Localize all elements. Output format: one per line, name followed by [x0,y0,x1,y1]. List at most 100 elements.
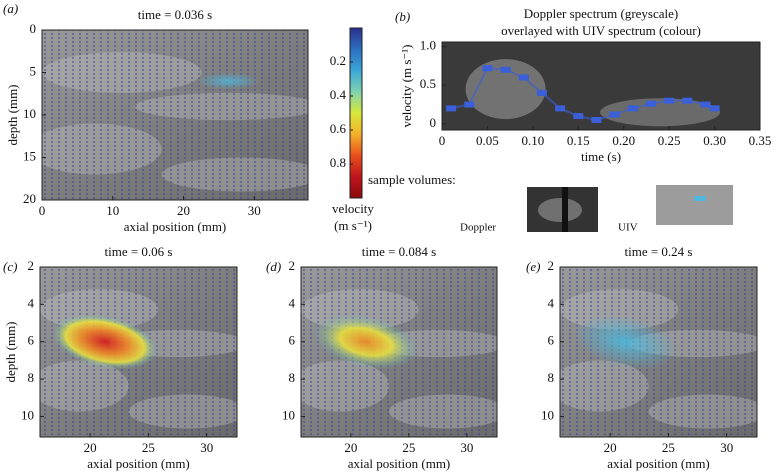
velocity-field [313,314,418,370]
y-axis-label: depth (mm) [3,321,18,382]
y-tick-label: 8 [289,370,296,385]
ultrasound-image [42,30,308,200]
y-tick-label: 10 [23,106,36,121]
colorbar-tick-label: 0.6 [330,121,347,136]
x-tick-label: 0.05 [476,133,499,148]
x-axis-label: time (s) [581,149,621,164]
y-tick-label: 0 [30,21,37,36]
y-tick-label: 1.0 [420,38,436,53]
chart-title: time = 0.084 s [362,244,437,259]
x-tick-label: 25 [142,440,155,455]
colorbar [349,27,363,199]
uiv-point [709,105,720,112]
x-tick-label: 0 [39,203,46,218]
x-tick-label: 0.15 [567,133,590,148]
y-tick-label: 4 [289,295,296,310]
y-tick-label: 10 [21,407,34,422]
y-axis-label: velocity (m s⁻¹) [399,45,414,128]
uiv-line [450,67,715,121]
panel-label: (a) [3,1,18,16]
panel-label: (c) [3,259,17,274]
colorbar-tick-label: 0.4 [330,87,347,102]
y-tick-label: 6 [548,333,555,348]
x-tick-label: 20 [604,440,617,455]
y-tick-label: 0 [430,115,437,130]
uiv-point [591,116,602,123]
panel-label: (e) [526,259,540,274]
uiv-point [573,113,584,120]
panel-label: (d) [266,259,281,274]
x-tick-label: 0.10 [521,133,544,148]
uiv-point [555,105,566,112]
y-tick-label: 10 [282,407,295,422]
chart-title: time = 0.06 s [105,244,173,259]
chart-title: time = 0.036 s [138,7,213,22]
y-tick-label: 2 [28,258,35,273]
y-tick-label: 8 [28,370,35,385]
x-tick-label: 25 [402,440,415,455]
y-axis-label: depth (mm) [5,84,20,145]
y-tick-label: 10 [541,407,554,422]
y-tick-label: 2 [548,258,555,273]
uiv-point [609,111,620,118]
y-tick-label: 4 [548,295,555,310]
ultrasound-image [560,267,757,437]
y-tick-label: 5 [30,63,37,78]
y-tick-label: 6 [28,333,35,348]
velocity-field [52,314,158,370]
axes-frame [300,266,498,438]
x-tick-label: 10 [106,203,119,218]
x-tick-label: 30 [720,440,733,455]
uiv-point [464,101,475,108]
uiv-sample-image [656,185,733,225]
x-axis-label: axial position (mm) [124,219,227,234]
x-axis-label: axial position (mm) [607,456,710,471]
x-axis-label: axial position (mm) [348,456,451,471]
colorbar-tick-label: 0.2 [330,53,346,68]
y-tick-label: 2 [289,258,296,273]
x-tick-label: 0.20 [612,133,635,148]
uiv-point [500,66,511,73]
axes-frame [441,41,761,131]
x-tick-label: 30 [248,203,261,218]
sample-volumes-title: sample volumes: [368,172,456,187]
axes-frame [559,266,758,438]
y-tick-label: 8 [548,370,555,385]
x-tick-label: 30 [200,440,213,455]
uiv-point [700,101,711,108]
x-tick-label: 0.35 [749,133,772,148]
axes-frame [39,266,238,438]
x-tick-label: 0.25 [658,133,681,148]
x-tick-label: 0.30 [703,133,726,148]
x-tick-label: 20 [84,440,97,455]
ultrasound-image [40,267,237,437]
velocity-field [196,72,261,90]
uiv-point [446,105,457,112]
uiv-point [664,97,675,104]
uiv-sample-region [694,196,706,201]
colorbar-label: velocity [332,201,374,216]
x-tick-label: 25 [662,440,675,455]
chart-title: Doppler spectrum (greyscale) [524,6,679,21]
colorbar-tick-label: 0.8 [330,155,346,170]
y-tick-label: 6 [289,333,296,348]
chart-title: overlayed with UIV spectrum (colour) [501,23,701,38]
spectrum-glow [600,98,721,127]
uiv-point [518,74,529,81]
velocity-field [572,314,678,370]
y-tick-label: 15 [23,148,36,163]
doppler-sample-beam [562,187,568,232]
doppler-sample-detail [538,198,582,222]
chart-title: time = 0.24 s [625,244,693,259]
uiv-point [682,97,693,104]
x-axis-label: axial position (mm) [87,456,190,471]
y-tick-label: 0.5 [420,76,436,91]
ultrasound-image [301,267,497,437]
uiv-point [536,89,547,96]
y-tick-label: 4 [28,295,35,310]
uiv-point [645,100,656,107]
sample-volume-label: Doppler [460,222,496,234]
x-tick-label: 0 [439,133,446,148]
